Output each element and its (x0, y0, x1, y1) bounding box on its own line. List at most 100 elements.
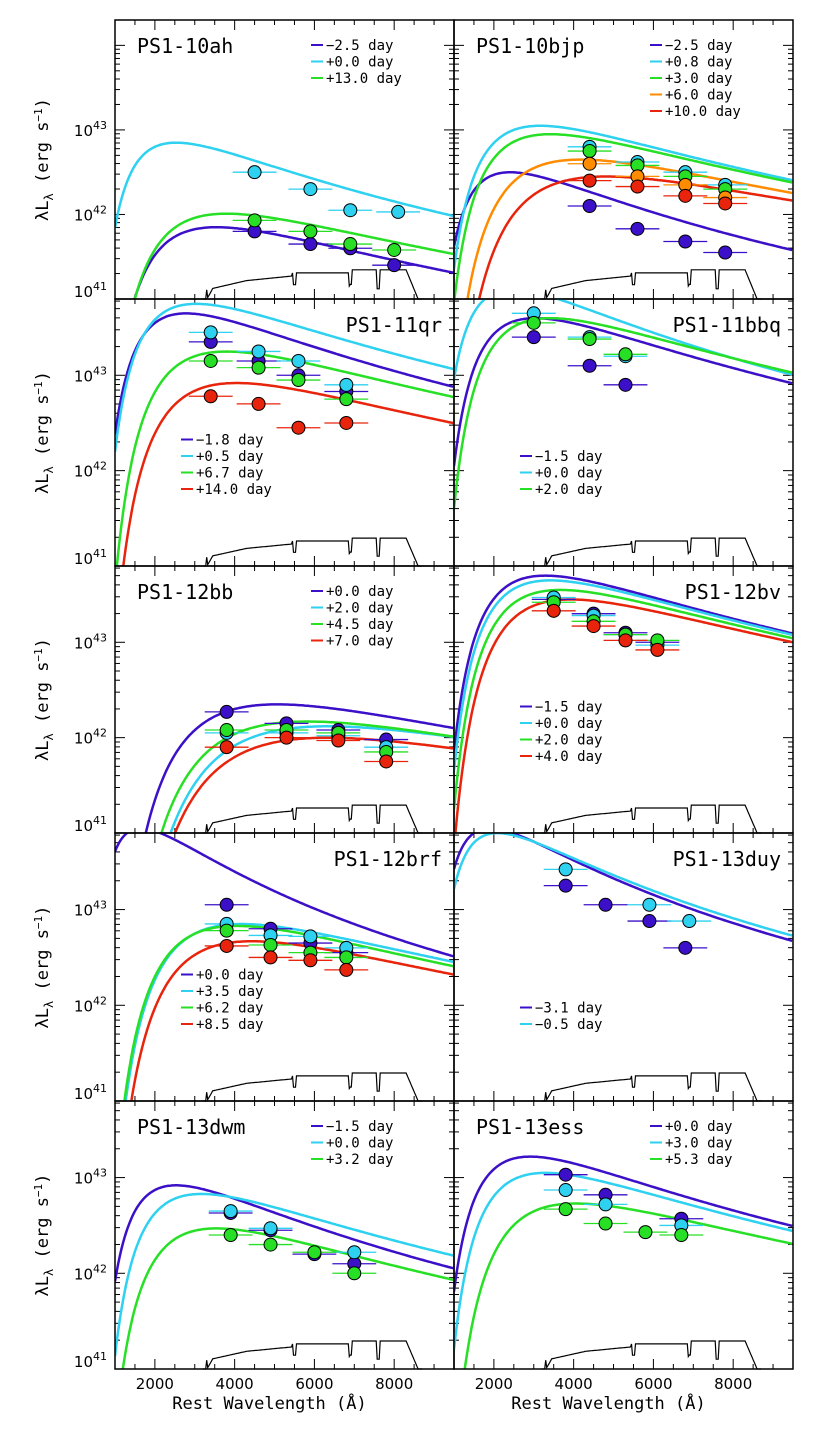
model-curve-0 (454, 316, 793, 467)
panel-title: PS1-12bv (685, 580, 781, 604)
x-tick-label: 6000 (634, 1375, 672, 1393)
data-point (558, 878, 573, 893)
legend: +0.0 day+2.0 day+4.5 day+7.0 day (311, 584, 393, 650)
data-point (391, 204, 406, 219)
legend-label: +6.7 day (196, 466, 263, 482)
data-point (598, 1216, 613, 1231)
legend-label: +4.5 day (326, 617, 393, 633)
y-tick-label: 1041 (74, 1082, 107, 1103)
panel-ps1-13ess: PS1-13ess +0.0 day+3.0 day+5.3 day 2000 400… (453, 1100, 794, 1414)
x-axis-title: Rest Wavelength (Å) (511, 1392, 705, 1414)
panel-ps1-12bb: PS1-12bb +0.0 day+2.0 day+4.5 day+7.0 day… (32, 565, 455, 835)
legend-label: −1.5 day (535, 449, 602, 465)
filter-transmission-curve (541, 804, 762, 834)
axis-ticks (454, 299, 793, 567)
data-point (347, 1266, 362, 1281)
data-point (339, 392, 354, 407)
filter-transmission-curve (202, 1340, 423, 1370)
data-point (598, 897, 613, 912)
legend-label: +7.0 day (326, 634, 393, 650)
x-tick-label: 4000 (216, 1375, 254, 1393)
filter-transmission-curve (202, 269, 423, 300)
data-point (618, 377, 633, 392)
data-point (263, 1221, 278, 1236)
legend: −3.1 day−0.5 day (520, 1001, 602, 1033)
data-point (339, 962, 354, 977)
legend: +0.0 day+3.0 day+5.3 day (650, 1119, 732, 1168)
data-point (279, 730, 294, 745)
data-point (558, 1183, 573, 1198)
data-point (339, 377, 354, 392)
panel-frame (114, 19, 455, 300)
legend-label: +0.0 day (326, 1136, 393, 1152)
panel-title: PS1-12bb (137, 580, 233, 604)
panel-frame (453, 19, 794, 300)
panel-title: PS1-11qr (346, 313, 442, 337)
x-tick-label: 8000 (714, 1375, 752, 1393)
model-curve-1 (454, 579, 793, 771)
y-tick-label: 1041 (74, 814, 107, 835)
panel-ps1-10ah: PS1-10ah −2.5 day+0.0 day+13.0 day 1041 104… (32, 19, 455, 301)
data-point (678, 234, 693, 249)
data-point (291, 373, 306, 388)
legend: −1.8 day+0.5 day+6.7 day+14.0 day (181, 433, 272, 498)
model-curve-1 (454, 1171, 793, 1350)
data-point (251, 344, 266, 359)
filter-transmission-curve (541, 1072, 762, 1102)
data-point (219, 704, 234, 719)
y-tick-label: 1043 (74, 119, 107, 140)
legend-label: +2.0 day (535, 733, 602, 749)
data-point (387, 242, 402, 257)
y-tick-label: 1042 (74, 203, 107, 224)
x-tick-label: 8000 (375, 1375, 413, 1393)
model-curve-0 (115, 1184, 454, 1282)
data-point (303, 237, 318, 252)
data-point (347, 1245, 362, 1260)
data-point (307, 1245, 322, 1260)
data-point (630, 221, 645, 236)
legend-label: +6.2 day (196, 1001, 263, 1017)
data-point (598, 1197, 613, 1212)
y-axis-title: λLλ (erg s−1) (32, 1174, 56, 1297)
data-point (526, 330, 541, 345)
model-curve-2 (121, 1227, 454, 1369)
y-axis-title: λLλ (erg s−1) (32, 906, 56, 1029)
axis-ticks (454, 20, 793, 300)
data-point (618, 633, 633, 648)
data-point (219, 938, 234, 953)
legend-label: −2.5 day (665, 38, 732, 54)
model-curve-0 (115, 833, 454, 958)
data-point (582, 173, 597, 188)
data-point (203, 325, 218, 340)
data-point (251, 396, 266, 411)
model-curve-0 (115, 312, 454, 435)
model-curve-0 (454, 574, 793, 752)
model-curve-3 (466, 158, 793, 299)
panel-frame (453, 832, 794, 1102)
model-curve-3 (122, 381, 454, 566)
panel-frame (114, 832, 455, 1102)
y-tick-label: 1042 (74, 1262, 107, 1283)
data-point (379, 754, 394, 769)
model-curve-1 (115, 141, 454, 228)
data-point (291, 420, 306, 435)
legend-label: +3.5 day (196, 984, 263, 1000)
legend-label: +0.8 day (665, 55, 732, 71)
data-point (558, 1167, 573, 1182)
data-point (630, 179, 645, 194)
data-point (263, 1237, 278, 1252)
legend-label: +2.0 day (535, 482, 602, 498)
model-curve-3 (130, 940, 454, 1101)
model-curve-2 (463, 1202, 793, 1369)
data-point (650, 642, 665, 657)
panel-title: PS1-12brf (334, 847, 442, 871)
legend: −2.5 day+0.0 day+13.0 day (311, 38, 402, 87)
model-curve-1 (454, 833, 793, 937)
panel-frame (114, 565, 455, 834)
data-point (526, 315, 541, 330)
legend-label: +3.0 day (665, 71, 732, 87)
data-point (582, 144, 597, 159)
data-point (582, 199, 597, 213)
legend-label: −1.8 day (196, 433, 263, 449)
